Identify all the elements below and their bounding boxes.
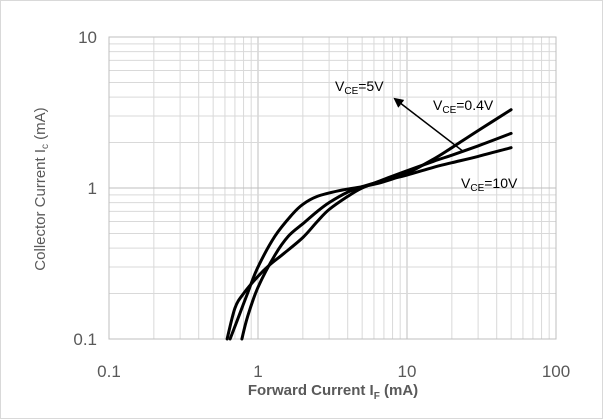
x-tick-label: 10 (398, 362, 417, 381)
series-label-5v: VCE=5V (335, 78, 384, 97)
y-axis-title: Collector Current Ic (mA) (32, 107, 51, 270)
x-tick-label: 1 (253, 362, 262, 381)
curve-vce-10v (240, 146, 513, 341)
series-label-0.4v: VCE=0.4V (433, 97, 494, 116)
x-axis-title: Forward Current IF (mA) (248, 382, 418, 402)
tick-labels: 0.1 1 10 100 0.1 1 10 (73, 28, 570, 381)
curve-vce-5v (228, 108, 513, 341)
y-tick-label: 10 (78, 28, 97, 47)
y-tick-label: 1 (88, 179, 97, 198)
plot-area (108, 36, 557, 340)
series-label-10v: VCE=10V (461, 175, 518, 194)
x-tick-label: 100 (542, 362, 570, 381)
x-tick-label: 0.1 (97, 362, 121, 381)
curve-vce-0.4v (225, 131, 513, 341)
curves (225, 108, 513, 341)
y-tick-label: 0.1 (73, 330, 97, 349)
vce-increase-arrow (393, 97, 465, 153)
